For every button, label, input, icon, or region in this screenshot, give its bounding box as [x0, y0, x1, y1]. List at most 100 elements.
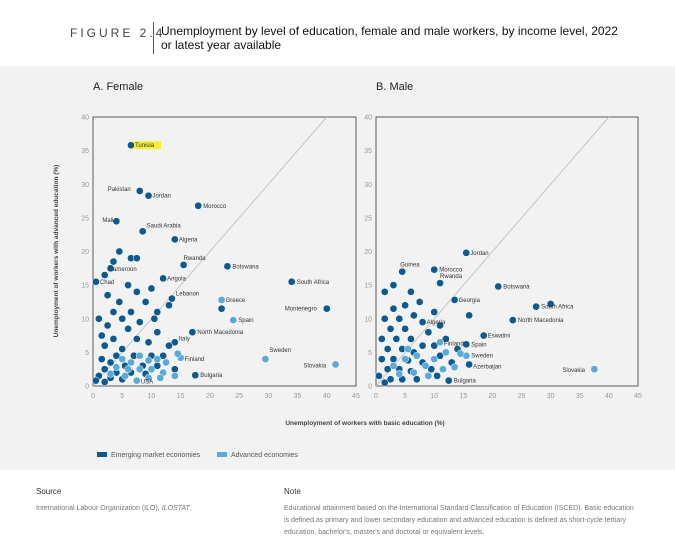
panel-male-point [465, 360, 474, 369]
panel-female-point [135, 365, 144, 374]
panel-male-point [532, 302, 540, 311]
panel-male-point [407, 288, 415, 296]
note-text: Educational attainment based on the Inte… [284, 505, 634, 536]
panel-male-point [436, 321, 444, 330]
source-dataset: ILOSTAT [161, 505, 190, 512]
panel-female-point-label: Chad [100, 280, 114, 286]
panel-female-point [144, 338, 153, 347]
panel-female-point [165, 341, 173, 350]
panel-male-point [479, 331, 488, 340]
panel-male-point [398, 267, 407, 276]
panel-female-point-label: Saudi Arabia [147, 223, 182, 229]
panel-female-point [100, 378, 109, 386]
panel-female-point-label: Spain [238, 318, 253, 324]
panel-female-point [118, 345, 127, 353]
panel-female-xtick-label: 35 [294, 393, 302, 400]
panel-female-ytick-label: 35 [81, 148, 89, 155]
panel-male-reference-line [375, 116, 610, 387]
panel-female-point [229, 316, 238, 324]
panel-female-point [223, 262, 232, 271]
panel-male-point [442, 348, 450, 357]
panel-female-point [179, 261, 188, 269]
panel-female-point [170, 338, 179, 347]
panel-male-point-label: Morocco [439, 268, 463, 274]
panel-male-point [494, 282, 503, 291]
panel-male-xtick-label: 35 [576, 393, 584, 400]
panel-female-point [150, 314, 159, 323]
panel-female-point [97, 355, 106, 363]
panel-male-point [418, 341, 427, 350]
panel-male-point [395, 314, 404, 323]
panel-female-point [135, 187, 144, 195]
panel-female-point [92, 277, 100, 286]
panel-male-point-label: Bulgaria [454, 379, 477, 385]
panel-male-point [418, 318, 427, 326]
panel-female-point [121, 372, 129, 380]
panel-male-point [433, 372, 441, 380]
source-org: International Labour Organization (ILO), [36, 505, 162, 512]
panel-male-point [430, 265, 439, 274]
panel-male-point-label: North Macedonia [518, 318, 564, 324]
panel-male-point [415, 298, 424, 306]
panel-male-point-label: Guinea [400, 263, 420, 269]
panel-male-xtick-label: 20 [489, 393, 497, 400]
panel-male-point [436, 338, 444, 347]
panel-male-point-label: Spain [471, 342, 486, 348]
panel-female-point-label: Greece [226, 298, 246, 304]
panel-female-point [170, 365, 179, 374]
panel-male-point [401, 355, 409, 363]
panel-male-point [383, 365, 392, 374]
panel-female-point [173, 349, 182, 358]
panel-male-title: B. Male [376, 81, 413, 93]
panel-female-xtick-label: 25 [235, 393, 243, 400]
panel-female-point [191, 371, 200, 380]
panel-male-point-label: South Africa [541, 305, 574, 311]
panel-male-point [389, 361, 398, 370]
panel-male-point [409, 368, 418, 377]
panel-female-xtick-label: 5 [120, 393, 124, 400]
panel-female-xtick-label: 15 [177, 393, 185, 400]
panel-female-point-label: Cameroon [109, 267, 137, 273]
panel-female-point [159, 351, 167, 360]
panel-male-point [375, 372, 383, 380]
panel-male-point-label: Sweden [471, 354, 493, 360]
panel-female-point [144, 374, 153, 382]
header-divider [153, 22, 154, 54]
panel-male-point [462, 248, 471, 257]
panel-female-point [106, 370, 115, 378]
panel-female-point [132, 288, 141, 296]
panel-female-point [127, 141, 135, 150]
panel-female-ytick-label: 5 [85, 350, 89, 357]
panel-male-point [412, 351, 421, 360]
note-block: Note Educational attainment based on the… [284, 487, 634, 539]
panel-female-point-label: Algeria [179, 237, 198, 243]
panel-female-point [100, 341, 109, 350]
panel-male-point [389, 355, 398, 363]
note-heading: Note [284, 487, 301, 496]
panel-male-xtick-label: 40 [605, 393, 613, 400]
panel-female-point [135, 351, 144, 360]
panel-male-xtick-label: 45 [634, 393, 642, 400]
panel-female-xtick-label: 0 [91, 393, 95, 400]
panel-female-point [147, 365, 156, 374]
panel-female-point-label: Mali [102, 218, 113, 224]
panel-male-point-label: Botswana [503, 284, 530, 290]
panel-female-point [141, 298, 150, 306]
panel-female-point-label: Sweden [269, 348, 291, 354]
panel-female-point-label: South Africa [297, 280, 330, 286]
panel-male-point [439, 365, 447, 374]
panel-female-point [261, 355, 270, 363]
panel-female-point-label: Jordan [153, 194, 171, 200]
panel-female-point-label: Botswana [232, 264, 259, 270]
panel-female-point [156, 374, 165, 382]
panel-female-reference-line [92, 116, 328, 387]
panel-female-ytick-label: 20 [81, 249, 89, 256]
panel-male-point [424, 328, 433, 337]
panel-male-point-label: Georgia [459, 298, 481, 304]
panel-female-point [103, 321, 112, 330]
panel-female-point [217, 296, 226, 304]
panel-female-point [100, 365, 109, 374]
panel-female-point-label: Montenegro [285, 307, 318, 313]
panel-female-point-label: Italy [179, 336, 190, 342]
source-block: Source International Labour Organization… [36, 487, 266, 515]
